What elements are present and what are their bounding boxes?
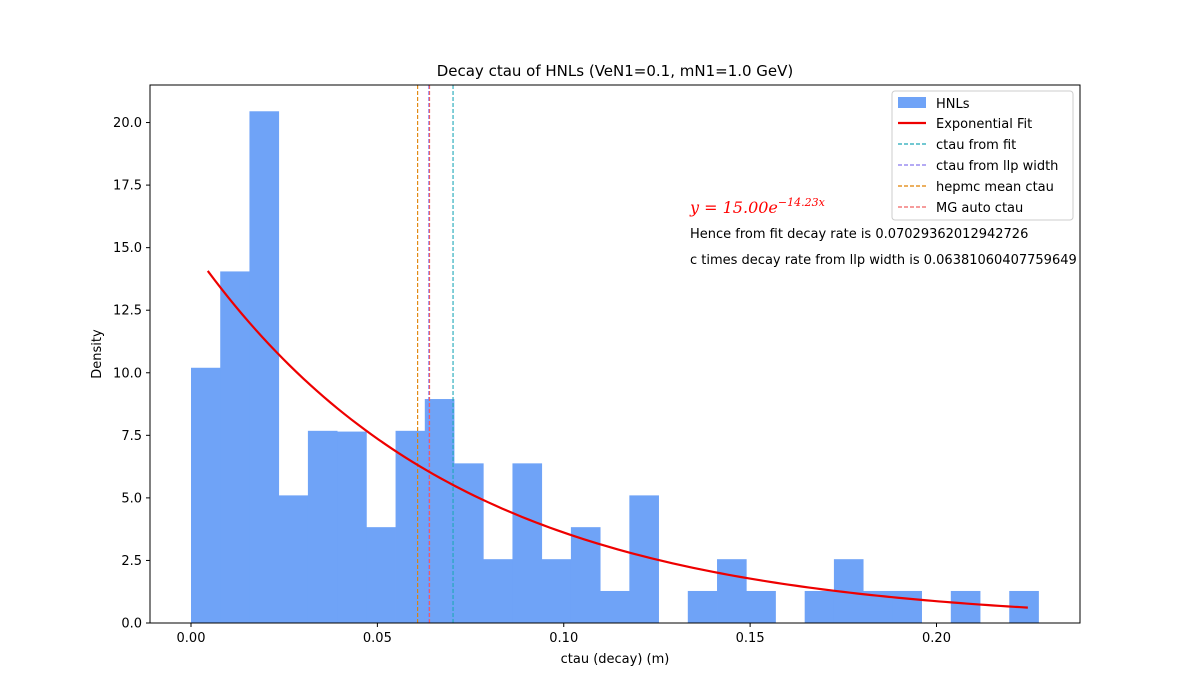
histogram-bar — [892, 590, 922, 623]
histogram-bar — [804, 590, 835, 623]
histogram-bar — [512, 463, 543, 623]
y-tick-label: 0.0 — [121, 617, 142, 632]
y-tick-label: 7.5 — [121, 429, 142, 444]
histogram-bar — [395, 430, 426, 623]
legend-box — [891, 90, 1074, 221]
legend-label-ctau-from-fit: ctau from fit — [936, 138, 1016, 153]
y-tick-label: 10.0 — [113, 366, 142, 381]
histogram-bars — [191, 111, 1039, 624]
plot-frame — [149, 84, 1081, 624]
histogram-bar — [541, 559, 572, 623]
histogram-bar — [220, 271, 250, 623]
x-tick-label: 0.15 — [736, 631, 765, 646]
y-axis-label: Density — [90, 329, 105, 379]
x-axis-label: ctau (decay) (m) — [561, 652, 670, 667]
histogram-bar — [191, 367, 221, 623]
histogram-bar — [366, 527, 396, 623]
y-tick-label: 2.5 — [121, 554, 142, 569]
y-tick-label: 17.5 — [113, 179, 142, 194]
exponential-fit-curve — [206, 270, 1028, 609]
histogram-bar — [687, 590, 718, 623]
x-tick-label: 0.20 — [922, 631, 951, 646]
histogram-bar — [278, 495, 309, 623]
legend-label-exponential-fit: Exponential Fit — [936, 117, 1032, 132]
histogram-bar — [570, 527, 601, 623]
x-axis-ticks: 0.00 0.05 0.10 0.15 0.20 — [177, 623, 951, 646]
fit-decay-rate-annotation: Hence from fit decay rate is 0.070293620… — [690, 227, 1028, 242]
x-tick-label: 0.10 — [549, 631, 578, 646]
llp-width-decay-rate-annotation: c times decay rate from llp width is 0.0… — [690, 253, 1077, 268]
histogram-bar — [746, 590, 776, 623]
legend-label-mg-auto-ctau: MG auto ctau — [936, 201, 1023, 216]
histogram-bar — [950, 590, 981, 623]
y-tick-label: 5.0 — [121, 491, 142, 506]
histogram-bar — [249, 111, 280, 624]
legend: HNLs Exponential Fit ctau from fit ctau … — [891, 90, 1074, 221]
histogram-bar — [717, 559, 747, 623]
chart-title: Decay ctau of HNLs (VeN1=0.1, mN1=1.0 Ge… — [437, 62, 794, 80]
x-tick-label: 0.00 — [177, 631, 206, 646]
x-tick-label: 0.05 — [363, 631, 392, 646]
fit-equation: y = 15.00e−14.23x — [689, 196, 826, 217]
y-axis-ticks: 0.0 2.5 5.0 7.5 10.0 12.5 15.0 17.5 20.0 — [113, 116, 150, 632]
histogram-bar — [600, 590, 630, 623]
legend-label-ctau-from-llp-width: ctau from llp width — [936, 159, 1058, 174]
histogram-bar — [337, 431, 367, 623]
histogram-bar — [454, 463, 484, 623]
y-tick-label: 12.5 — [113, 304, 142, 319]
y-tick-label: 15.0 — [113, 241, 142, 256]
fit-equation-base: y = 15.00e — [689, 198, 778, 217]
y-tick-label: 20.0 — [113, 116, 142, 131]
legend-swatch-hnls — [898, 97, 926, 108]
fit-equation-exponent: −14.23x — [778, 196, 826, 209]
histogram-bar — [483, 559, 513, 623]
histogram-bar — [307, 430, 338, 623]
legend-label-hepmc-mean-ctau: hepmc mean ctau — [936, 180, 1054, 195]
legend-label-hnls: HNLs — [936, 97, 970, 112]
